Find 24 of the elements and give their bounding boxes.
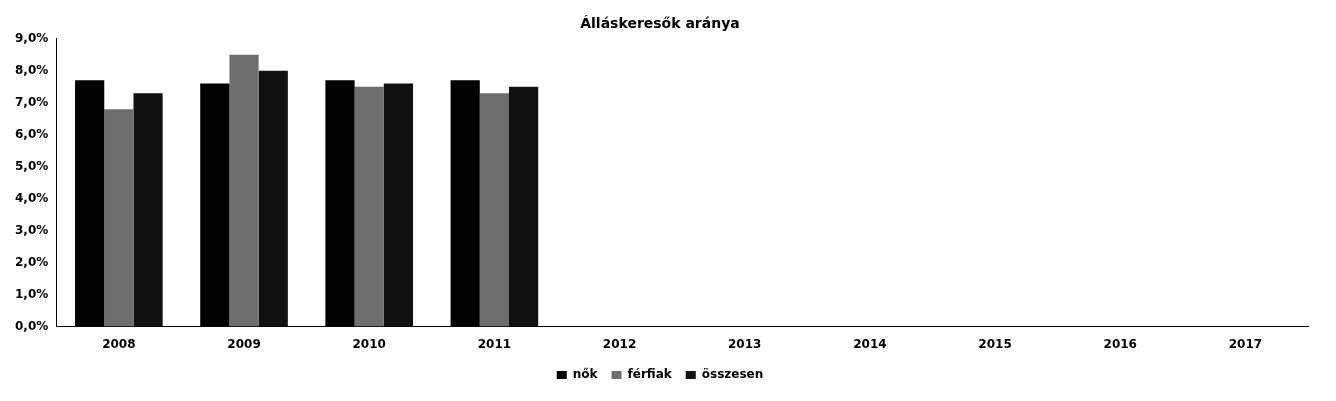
y-tick-label: 6,0%	[15, 126, 49, 141]
x-tick-label: 2016	[1103, 336, 1137, 351]
x-tick-label: 2013	[728, 336, 762, 351]
x-tick-label: 2008	[102, 336, 136, 351]
x-tick-label: 2012	[602, 336, 637, 351]
legend-label: összesen	[701, 367, 764, 382]
y-tick-label: 7,0%	[15, 94, 49, 109]
y-tick-label: 3,0%	[15, 222, 49, 237]
y-tick-label: 8,0%	[15, 62, 49, 77]
x-tick-label: 2011	[477, 336, 512, 351]
x-tick-label: 2017	[1228, 336, 1263, 351]
y-tick-label: 0,0%	[15, 318, 49, 333]
legend-label: férfiak	[627, 367, 673, 382]
y-tick-label: 5,0%	[15, 158, 49, 173]
x-tick-label: 2014	[853, 336, 887, 351]
chart-title: Álláskeresők aránya	[580, 15, 740, 32]
y-tick-label: 4,0%	[15, 190, 49, 205]
y-tick-label: 1,0%	[15, 286, 49, 301]
x-tick-label: 2015	[978, 336, 1012, 351]
x-tick-label: 2010	[352, 336, 386, 351]
y-tick-label: 9,0%	[15, 30, 49, 45]
y-tick-label: 2,0%	[15, 254, 49, 269]
x-tick-label: 2009	[227, 336, 261, 351]
legend-label: nők	[572, 367, 599, 382]
